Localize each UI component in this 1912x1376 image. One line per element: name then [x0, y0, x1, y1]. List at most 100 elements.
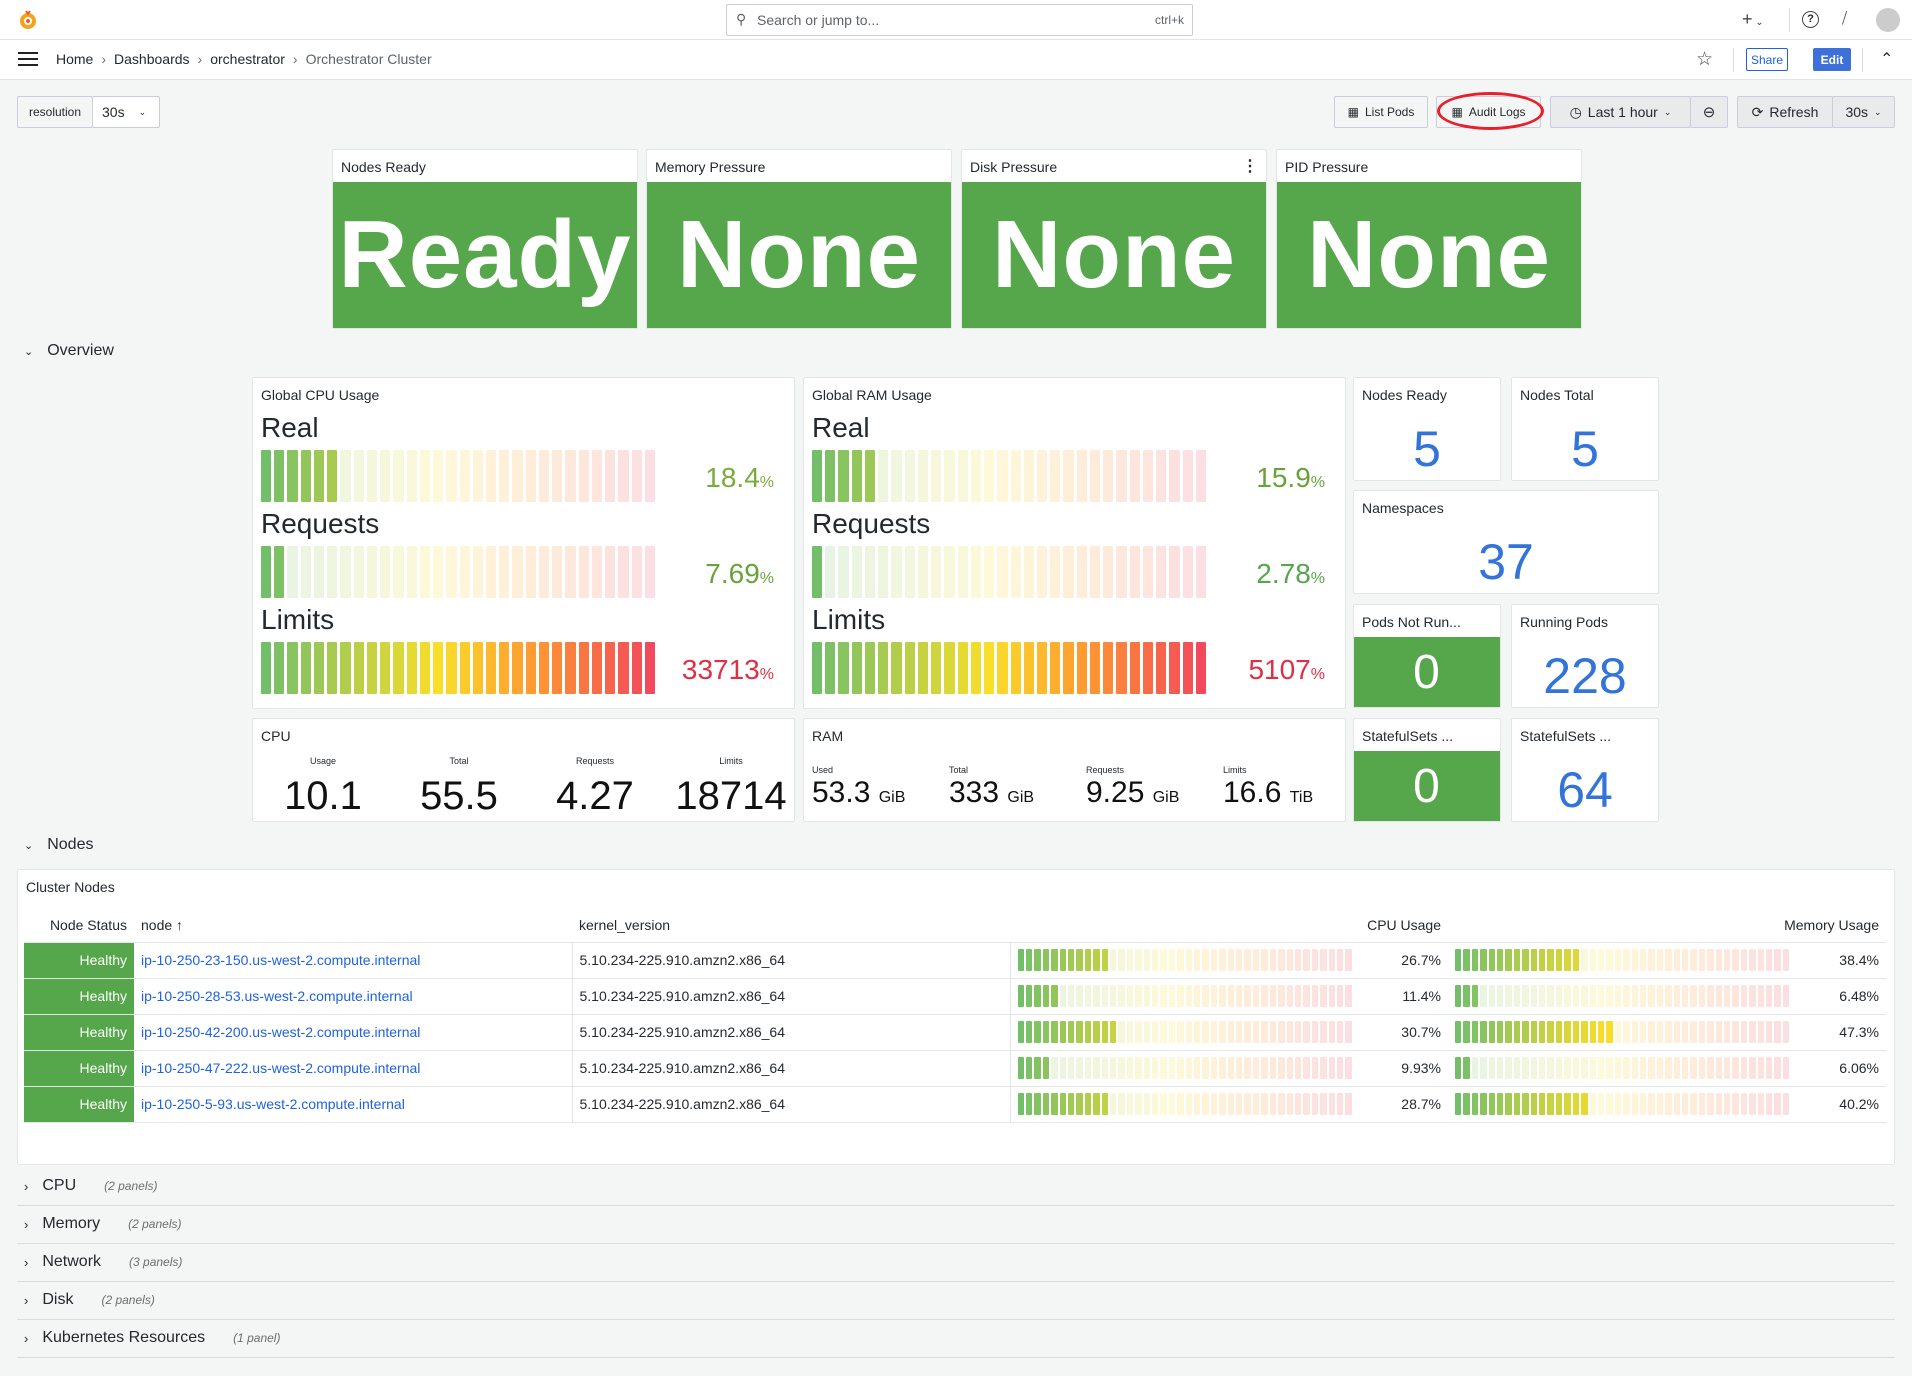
gauge-cell-unlit: [997, 546, 1008, 598]
gauge-cell-unlit: [1152, 949, 1159, 971]
chevron-right-icon: ›: [24, 1254, 29, 1270]
top-bar: ⚲ Search or jump to... ctrl+k + ⌄ ? ⧸: [0, 0, 1912, 40]
gauge-cell-unlit: [878, 450, 889, 502]
grafana-logo-icon[interactable]: [16, 8, 40, 32]
gauge-cell-unlit: [1227, 1021, 1235, 1043]
gauge-cell-lit: [1017, 949, 1024, 971]
bar-gauge-limits: [261, 642, 656, 694]
gauge-cell-unlit: [631, 546, 642, 598]
node-link[interactable]: ip-10-250-28-53.us-west-2.compute.intern…: [141, 988, 413, 1004]
column-header-kernel-version[interactable]: kernel_version: [572, 908, 1010, 943]
breadcrumb-folder[interactable]: orchestrator: [210, 51, 285, 67]
gauge-cell-lit: [1572, 1021, 1580, 1043]
gauge-cell-unlit: [1311, 1021, 1319, 1043]
user-avatar[interactable]: [1876, 8, 1900, 32]
list-pods-button[interactable]: ▦ List Pods: [1334, 96, 1428, 128]
column-header-node-status[interactable]: Node Status: [24, 908, 134, 943]
gauge-cell-lit: [1017, 1057, 1024, 1079]
collapse-chevron-up-icon[interactable]: ⌃: [1880, 51, 1894, 68]
breadcrumb-home[interactable]: Home: [56, 51, 94, 67]
gauge-cell-lit: [1036, 642, 1048, 694]
panel-title: Cluster Nodes: [26, 879, 115, 895]
gauge-cell-lit: [1059, 949, 1066, 971]
gauge-cell-unlit: [1732, 1057, 1739, 1079]
row-cpu[interactable]: › CPU (2 panels): [24, 1177, 158, 1194]
gauge-cell-unlit: [1185, 1093, 1193, 1115]
star-icon[interactable]: ☆: [1696, 49, 1714, 70]
cpu-usage-value: 10.1: [284, 774, 362, 818]
ram-requests-value: 9.25 GiB: [1086, 776, 1180, 809]
gauge-cell-lit: [1581, 1093, 1588, 1115]
resolution-select[interactable]: 30s ⌄: [92, 96, 160, 128]
gauge-cell-unlit: [1724, 1093, 1731, 1115]
gauge-cell-lit: [1059, 1093, 1066, 1115]
row-divider: [17, 1205, 1895, 1206]
row-disk[interactable]: › Disk (2 panels): [24, 1291, 155, 1308]
row-nodes[interactable]: ⌄ Nodes: [24, 836, 94, 853]
gauge-cell-unlit: [1126, 949, 1134, 971]
edit-button[interactable]: Edit: [1813, 48, 1851, 71]
bar-gauge-requests: [812, 546, 1207, 598]
cpu-usage-bar-gauge: [1017, 1057, 1352, 1079]
refresh-button[interactable]: ⟳ Refresh: [1737, 96, 1833, 128]
gauge-cell-lit: [261, 546, 272, 598]
gauge-cell-lit: [1463, 985, 1470, 1007]
gauge-cell-unlit: [1168, 985, 1176, 1007]
column-header-memory-usage[interactable]: Memory Usage: [1448, 908, 1886, 943]
stat-value: 0: [1354, 637, 1500, 707]
column-header-cpu-usage[interactable]: CPU Usage: [1010, 908, 1448, 943]
gauge-cell-unlit: [1143, 1021, 1150, 1043]
memory-usage-cell: 38.4%: [1448, 942, 1886, 979]
search-input[interactable]: ⚲ Search or jump to... ctrl+k: [726, 4, 1193, 36]
gauge-cell-unlit: [1135, 1057, 1142, 1079]
gauge-cell-lit: [1017, 1093, 1024, 1115]
gauge-cell-lit: [1505, 1093, 1512, 1115]
node-link[interactable]: ip-10-250-23-150.us-west-2.compute.inter…: [141, 952, 421, 968]
cpu-usage-bar-gauge: [1017, 1093, 1352, 1115]
time-range-picker[interactable]: ◷ Last 1 hour ⌄: [1550, 96, 1691, 128]
gauge-cell-unlit: [406, 450, 417, 502]
menu-icon[interactable]: [18, 52, 38, 66]
gauge-cell-lit: [1142, 642, 1154, 694]
gauge-cell-unlit: [1606, 985, 1613, 1007]
gauge-cell-unlit: [1116, 546, 1127, 598]
row-memory[interactable]: › Memory (2 panels): [24, 1215, 182, 1232]
zoom-out-button[interactable]: ⊖: [1690, 96, 1728, 128]
gauge-cell-unlit: [1698, 949, 1706, 971]
share-button[interactable]: Share: [1746, 48, 1788, 71]
gauge-cell-unlit: [1160, 1057, 1167, 1079]
gauge-cell-lit: [1034, 1057, 1041, 1079]
node-link[interactable]: ip-10-250-42-200.us-west-2.compute.inter…: [141, 1024, 421, 1040]
news-rss-icon[interactable]: ⧸: [1842, 10, 1848, 27]
row-network[interactable]: › Network (3 panels): [24, 1253, 183, 1270]
gauge-cell-lit: [287, 450, 298, 502]
gauge-cell-unlit: [1681, 1021, 1689, 1043]
gauge-cell-unlit: [1219, 985, 1226, 1007]
node-link[interactable]: ip-10-250-5-93.us-west-2.compute.interna…: [141, 1096, 405, 1112]
row-overview[interactable]: ⌄ Overview: [24, 342, 114, 359]
gauge-cell-unlit: [591, 450, 603, 502]
gauge-cell-unlit: [1547, 985, 1554, 1007]
gauge-cell-lit: [1063, 642, 1074, 694]
gauge-cell-unlit: [1093, 1057, 1100, 1079]
node-status-cell: Healthy: [24, 942, 134, 979]
divider: [1733, 48, 1734, 72]
gauge-cell-unlit: [1252, 1057, 1260, 1079]
gauge-cell-unlit: [1631, 949, 1638, 971]
panel-menu-icon[interactable]: ⋮: [1242, 158, 1258, 175]
gauge-cell-unlit: [1202, 949, 1209, 971]
gauge-cell-unlit: [1707, 1057, 1714, 1079]
add-new-button[interactable]: + ⌄: [1742, 9, 1764, 29]
gauge-cell-unlit: [552, 450, 563, 502]
refresh-interval-select[interactable]: 30s ⌄: [1832, 96, 1895, 128]
node-link[interactable]: ip-10-250-47-222.us-west-2.compute.inter…: [141, 1060, 421, 1076]
gauge-cell-unlit: [1757, 949, 1765, 971]
gauge-label: Real: [812, 412, 870, 443]
column-header-node[interactable]: node ↑: [134, 908, 572, 943]
cpu-limits-label: Limits: [719, 756, 743, 766]
breadcrumb-dashboards[interactable]: Dashboards: [114, 51, 190, 67]
gauge-cell-unlit: [1774, 1021, 1781, 1043]
help-icon[interactable]: ?: [1802, 11, 1819, 28]
gauge-cell-unlit: [1152, 1093, 1159, 1115]
row-kubernetes-resources[interactable]: › Kubernetes Resources (1 panel): [24, 1329, 281, 1346]
